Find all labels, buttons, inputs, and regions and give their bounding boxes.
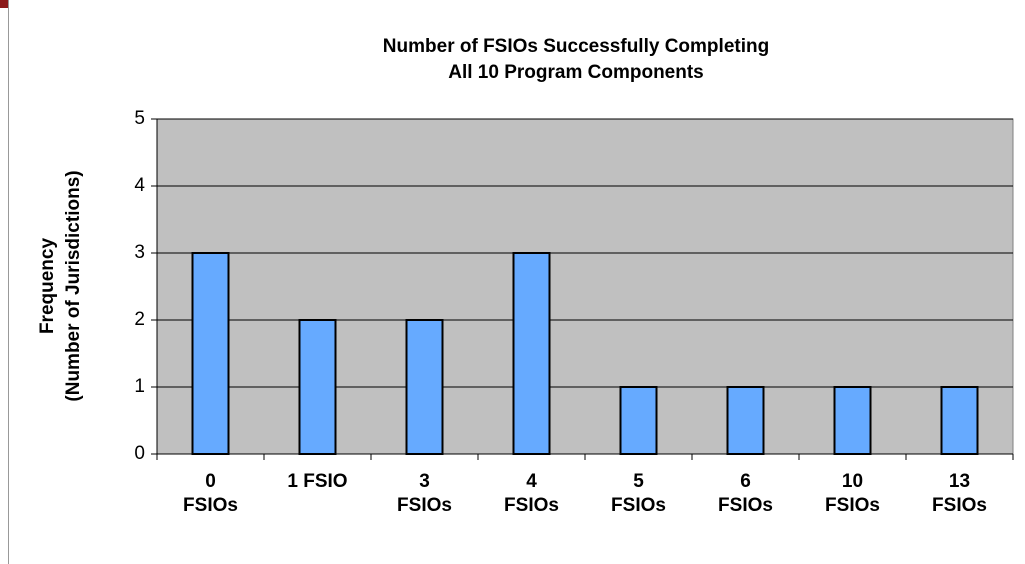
x-tick-label: 0 FSIOs <box>183 471 238 516</box>
y-tick-label: 3 <box>134 242 145 263</box>
bar <box>405 319 444 455</box>
x-tick-label: 5 FSIOs <box>611 471 666 516</box>
y-tick-label: 0 <box>134 443 145 464</box>
bar <box>833 386 872 455</box>
x-tick-label: 6 FSIOs <box>718 471 773 516</box>
y-axis-title: Frequency (Number of Jurisdictions) <box>37 170 84 401</box>
bar <box>191 252 230 455</box>
y-axis-title-line: (Number of Jurisdictions) <box>63 170 84 401</box>
x-tick-label: 1 FSIO <box>287 471 348 492</box>
chart-title: All 10 Program Components <box>448 62 704 83</box>
y-tick-label: 4 <box>134 175 145 196</box>
y-axis-title-line: Frequency <box>37 238 58 335</box>
y-tick-label: 1 <box>134 376 145 397</box>
x-tick-label: 10 FSIOs <box>825 471 880 516</box>
bar <box>726 386 765 455</box>
plot-area <box>156 118 1014 455</box>
bar <box>619 386 658 455</box>
bar <box>298 319 337 455</box>
bar <box>512 252 551 455</box>
y-tick-label: 5 <box>134 108 145 129</box>
x-tick-label: 13 FSIOs <box>932 471 987 516</box>
bar <box>940 386 979 455</box>
corner-mark <box>0 0 8 8</box>
y-tick-label: 2 <box>134 309 145 330</box>
x-tick-label: 4 FSIOs <box>504 471 559 516</box>
chart-title: Number of FSIOs Successfully Completing <box>383 36 769 57</box>
x-tick-label: 3 FSIOs <box>397 471 452 516</box>
